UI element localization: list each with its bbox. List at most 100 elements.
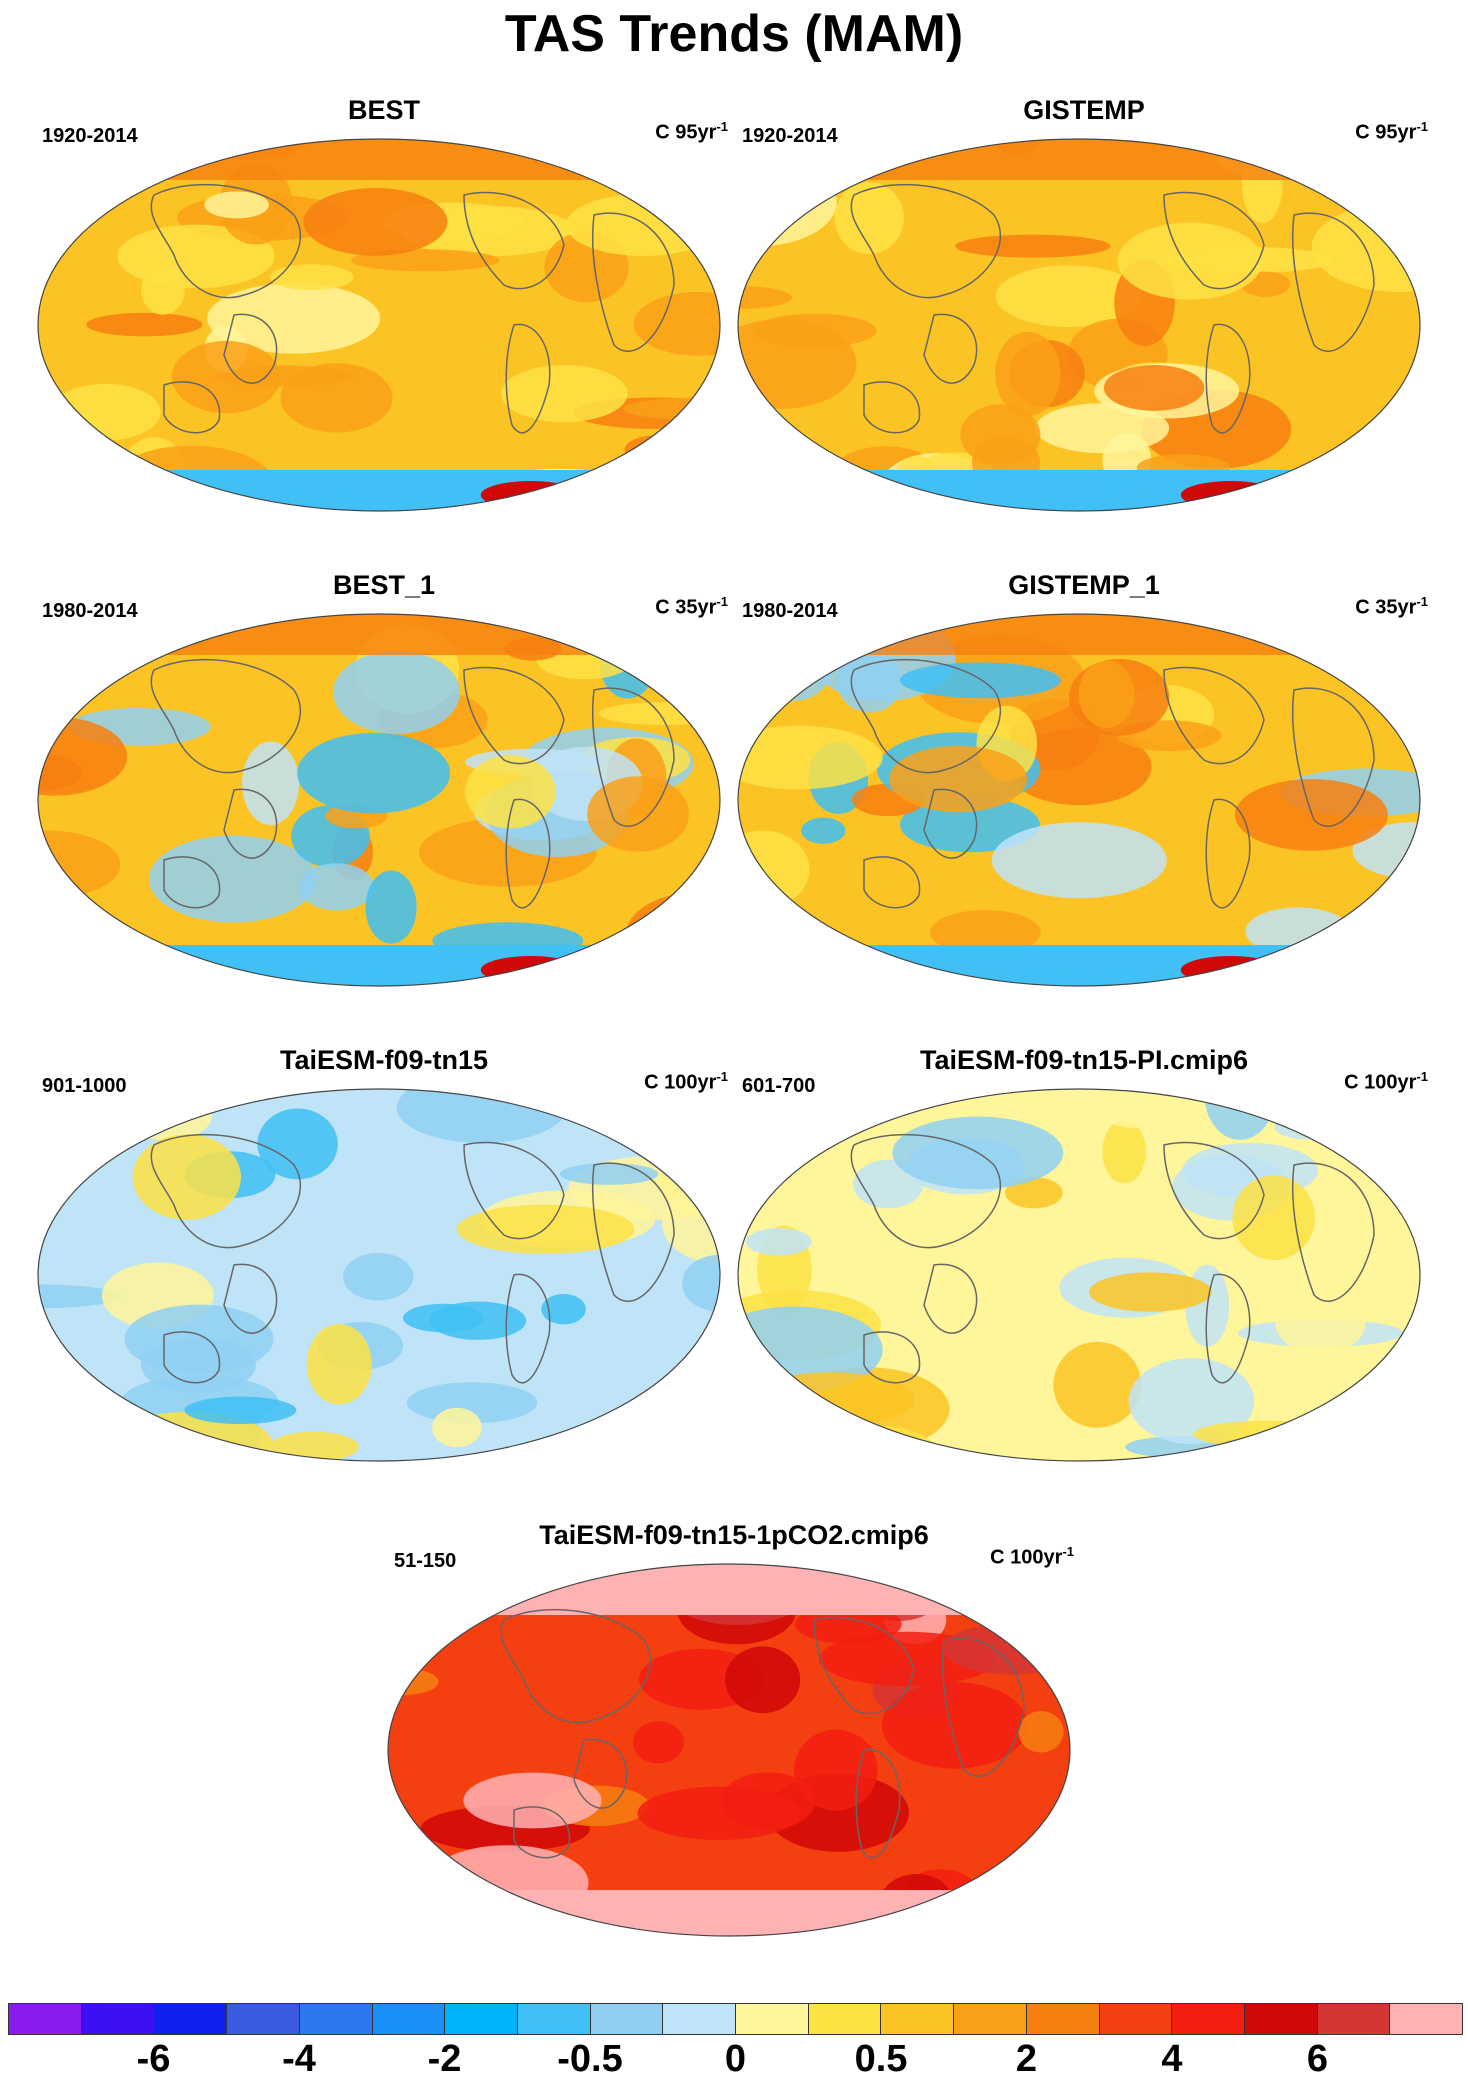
trend-region xyxy=(624,435,688,464)
coastline xyxy=(463,666,565,765)
world-map xyxy=(737,613,1421,987)
trend-region xyxy=(631,614,712,645)
trend-region xyxy=(55,148,125,199)
coastline xyxy=(513,1806,571,1859)
coastline xyxy=(150,658,301,774)
map-panel: BEST 1920-2014 C 95yr-1 xyxy=(34,95,734,535)
trend-region xyxy=(306,1324,372,1405)
coastline xyxy=(1205,1273,1251,1384)
coastline xyxy=(1291,1162,1375,1302)
panel-units: C 95yr-1 xyxy=(1355,119,1428,145)
panel-units: C 100yr-1 xyxy=(1344,1069,1428,1095)
trend-region xyxy=(463,1772,602,1829)
colorbar-swatch xyxy=(1172,2004,1245,2034)
coastline xyxy=(1291,212,1375,352)
colorbar-swatch xyxy=(1317,2004,1391,2034)
colorbar-tick-label: -6 xyxy=(136,2038,171,2080)
colorbar-tick-label: 4 xyxy=(1161,2038,1183,2080)
trend-region xyxy=(745,1228,812,1256)
trend-region xyxy=(633,292,720,356)
units-exponent: -1 xyxy=(1416,1069,1428,1084)
panel-period: 1980-2014 xyxy=(42,600,138,622)
units-text: C 100yr xyxy=(644,1071,717,1094)
world-map xyxy=(737,138,1421,512)
trend-region xyxy=(635,1431,720,1461)
panel-period: 1920-2014 xyxy=(742,125,838,147)
coastline xyxy=(223,313,278,384)
trend-region xyxy=(746,1372,915,1428)
coastline xyxy=(163,381,221,434)
antarctic-band xyxy=(738,945,1420,986)
trend-region xyxy=(606,471,681,510)
panel-units: C 35yr-1 xyxy=(655,594,728,620)
panel-period: 51-150 xyxy=(394,1550,457,1572)
trend-region xyxy=(565,194,720,256)
coastline xyxy=(591,1162,675,1302)
coastline xyxy=(1163,1141,1265,1240)
trend-region xyxy=(1102,1120,1146,1184)
trend-region xyxy=(1329,483,1388,511)
trend-region xyxy=(124,1304,274,1374)
colorbar-swatch xyxy=(227,2004,300,2034)
trend-region xyxy=(1193,1420,1339,1448)
units-text: C 95yr xyxy=(1355,121,1417,144)
coastline xyxy=(500,1608,651,1724)
trend-region xyxy=(297,732,451,814)
coastline xyxy=(850,1133,1001,1249)
trend-region xyxy=(49,383,161,441)
coastline xyxy=(1205,323,1251,434)
trend-region xyxy=(899,662,1061,699)
colorbar-swatch xyxy=(154,2004,228,2034)
trend-region xyxy=(691,937,720,986)
antarctic-warm-spot xyxy=(480,481,581,509)
trend-region xyxy=(801,817,846,844)
world-map xyxy=(37,1088,721,1462)
antarctic-warm-spot xyxy=(1180,956,1281,984)
coastline xyxy=(863,1331,921,1384)
colorbar-labels: -6 -4 -2 -0.5 0 0.5 2 4 6 xyxy=(8,2038,1463,2083)
trend-region xyxy=(1327,464,1420,509)
trend-region xyxy=(171,340,281,414)
panel-title: TaiESM-f09-tn15-1pCO2.cmip6 xyxy=(539,1520,929,1550)
trend-region xyxy=(900,796,1040,853)
panel-period: 901-1000 xyxy=(42,1075,127,1097)
colorbar-swatch xyxy=(736,2004,809,2034)
trend-region xyxy=(995,265,1143,327)
panel-period: 1920-2014 xyxy=(42,125,138,147)
colorbar-tick-label: -2 xyxy=(427,2038,462,2080)
panel-title: GISTEMP_1 xyxy=(1008,570,1160,600)
trend-region xyxy=(968,1918,1070,1936)
trend-region xyxy=(141,264,185,315)
panel-title: TaiESM-f09-tn15-PI.cmip6 xyxy=(919,1045,1249,1075)
coastline xyxy=(591,212,675,352)
coastline xyxy=(573,1738,628,1809)
coastline xyxy=(1291,687,1375,827)
trend-region xyxy=(754,624,834,701)
trend-region xyxy=(633,1721,684,1764)
trend-region xyxy=(207,283,381,354)
map-outline xyxy=(37,1088,721,1462)
colorbar-swatch xyxy=(881,2004,955,2034)
units-text: C 100yr xyxy=(990,1546,1063,1569)
trend-region xyxy=(973,1895,1026,1921)
colorbar-tick-label: 0.5 xyxy=(854,2038,908,2080)
coastline xyxy=(505,1273,551,1384)
antarctic-warm-spot xyxy=(480,956,581,984)
trend-region xyxy=(881,1682,1028,1769)
trend-region xyxy=(132,1134,241,1220)
colorbar-tick-label: -0.5 xyxy=(557,2038,623,2080)
coastline xyxy=(1205,798,1251,909)
trend-region xyxy=(991,822,1167,899)
trend-region xyxy=(299,863,375,911)
colorbar-swatch xyxy=(299,2004,373,2034)
trend-region xyxy=(587,776,689,852)
coastline xyxy=(923,1263,978,1334)
antarctic-band xyxy=(38,945,720,986)
coastline xyxy=(941,1637,1025,1777)
trend-region xyxy=(500,365,628,423)
coastline xyxy=(463,1141,565,1240)
panel-title: TaiESM-f09-tn15 xyxy=(279,1045,489,1075)
trend-region xyxy=(541,1294,586,1325)
map-outline xyxy=(737,138,1421,512)
trend-region xyxy=(204,191,269,219)
